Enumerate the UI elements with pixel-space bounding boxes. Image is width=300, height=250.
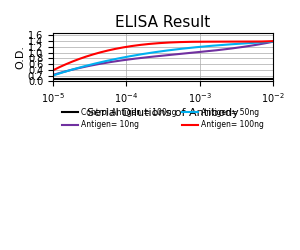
Title: ELISA Result: ELISA Result — [116, 15, 211, 30]
X-axis label: Serial Dilutions of Antibody: Serial Dilutions of Antibody — [87, 108, 239, 118]
Y-axis label: O.D.: O.D. — [15, 45, 25, 69]
Legend: Control Antigen = 100ng, Antigen= 10ng, Antigen= 50ng, Antigen= 100ng: Control Antigen = 100ng, Antigen= 10ng, … — [59, 104, 267, 132]
